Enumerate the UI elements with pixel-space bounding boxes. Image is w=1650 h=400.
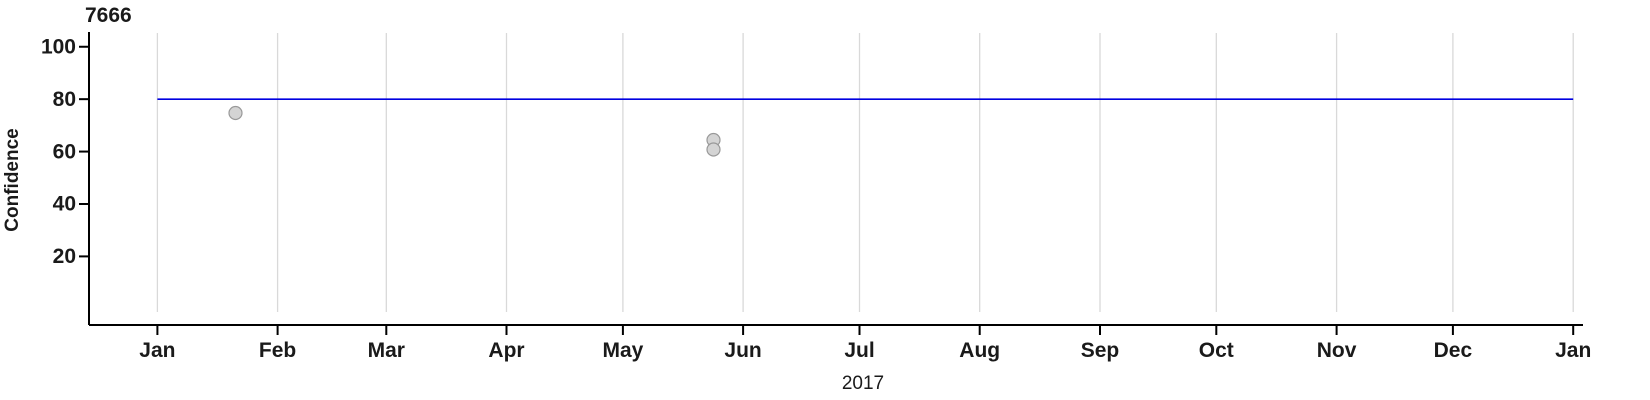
svg-text:Jul: Jul <box>844 339 874 362</box>
svg-text:Jun: Jun <box>724 339 761 362</box>
svg-text:Feb: Feb <box>259 339 296 362</box>
svg-text:7666: 7666 <box>85 4 132 27</box>
svg-text:80: 80 <box>53 88 76 111</box>
svg-text:Mar: Mar <box>368 339 405 362</box>
svg-text:Nov: Nov <box>1317 339 1357 362</box>
svg-text:Jan: Jan <box>139 339 175 362</box>
svg-text:Jan: Jan <box>1555 339 1591 362</box>
svg-text:May: May <box>602 339 643 362</box>
svg-text:100: 100 <box>41 36 76 59</box>
svg-text:Sep: Sep <box>1081 339 1120 362</box>
svg-text:60: 60 <box>53 140 76 163</box>
svg-text:Oct: Oct <box>1199 339 1234 362</box>
svg-text:Apr: Apr <box>488 339 524 362</box>
svg-text:Aug: Aug <box>959 339 1000 362</box>
svg-text:40: 40 <box>53 193 76 216</box>
svg-text:Confidence: Confidence <box>2 128 23 231</box>
svg-text:Dec: Dec <box>1434 339 1473 362</box>
svg-text:20: 20 <box>53 245 76 268</box>
svg-text:2017: 2017 <box>842 373 884 394</box>
